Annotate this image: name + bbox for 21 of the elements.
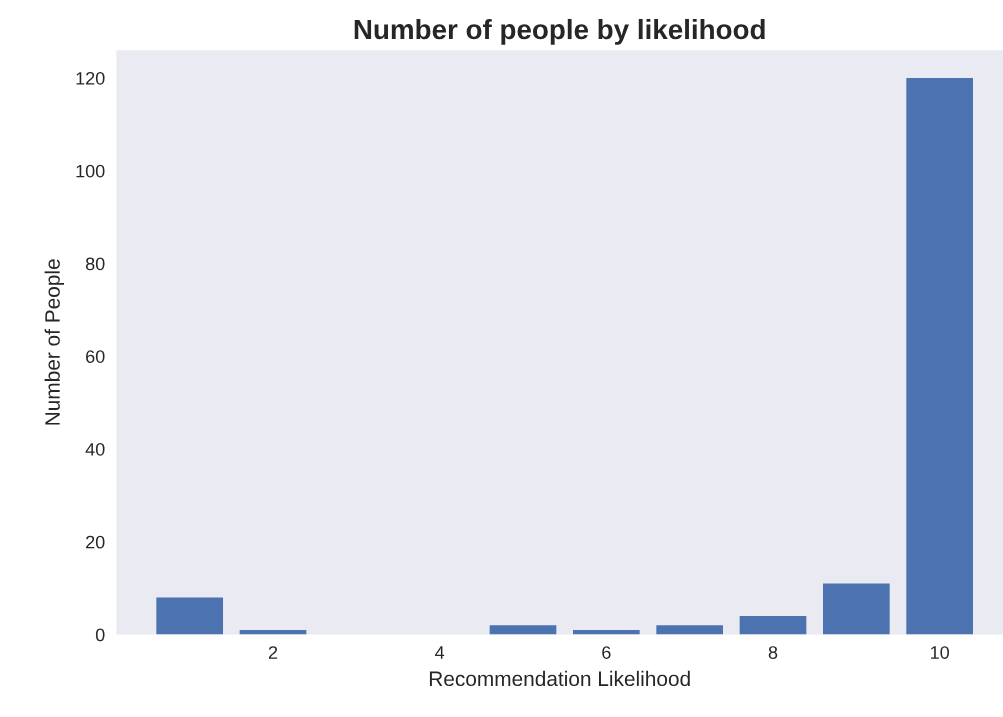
x-tick-label: 6 (602, 646, 611, 659)
x-axis-title: Recommendation Likelihood (429, 670, 690, 687)
chart-title: Number of people by likelihood (354, 18, 765, 45)
y-tick-label: 80 (85, 257, 105, 271)
bar (823, 583, 890, 635)
y-tick-label: 120 (76, 71, 105, 85)
x-tick-label: 8 (768, 646, 778, 659)
bar (656, 625, 723, 635)
bar (906, 78, 973, 635)
x-tick-label: 10 (931, 646, 949, 659)
bar (739, 615, 807, 635)
y-tick-label: 100 (76, 164, 105, 178)
bar (489, 625, 557, 635)
y-tick-label: 20 (86, 535, 105, 549)
x-tick-label: 2 (268, 646, 278, 659)
y-axis-title: Number of People (44, 259, 64, 425)
y-tick-label: 40 (85, 442, 105, 456)
y-tick-label: 60 (86, 350, 105, 363)
x-tick-label: 4 (435, 646, 445, 659)
bar (156, 597, 224, 635)
y-tick-label: 0 (95, 628, 105, 642)
